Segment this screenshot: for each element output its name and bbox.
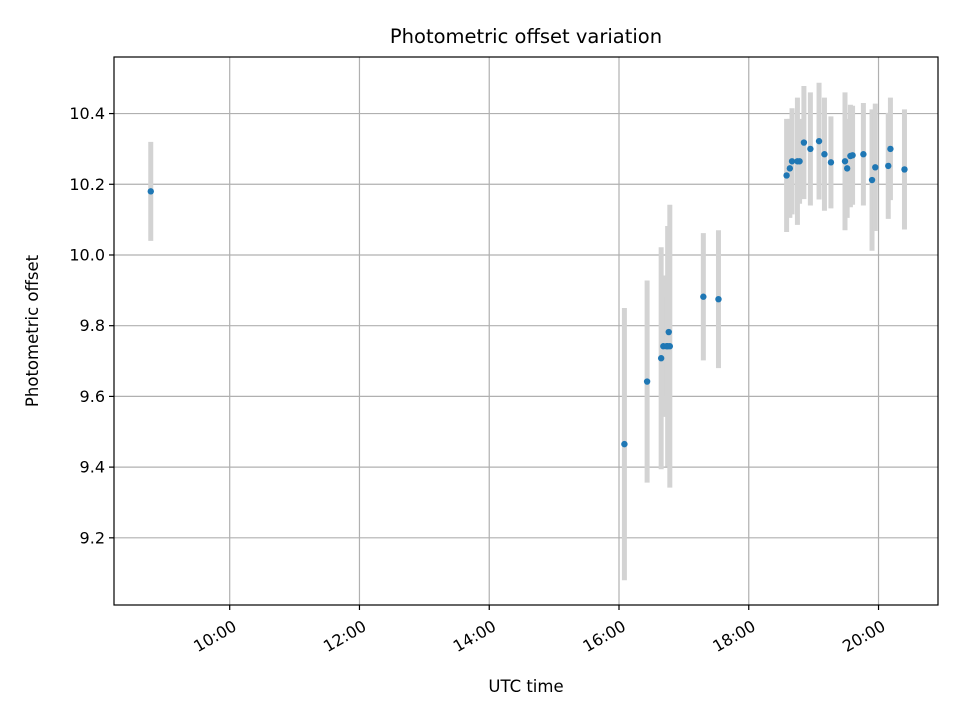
data-point <box>872 164 879 171</box>
y-tick-label: 9.6 <box>80 387 105 406</box>
data-point <box>796 158 803 165</box>
y-axis-ticks: 9.2 9.4 9.6 9.8 10.0 10.2 10.4 <box>69 104 114 547</box>
data-point <box>841 158 849 165</box>
data-point <box>860 151 867 158</box>
data-point <box>621 440 628 448</box>
y-axis-label: Photometric offset <box>23 254 42 407</box>
data-point <box>868 176 876 184</box>
data-point <box>843 165 851 172</box>
chart-title: Photometric offset variation <box>390 25 662 48</box>
x-axis-label: UTC time <box>488 677 563 696</box>
data-point <box>815 137 823 145</box>
data-point <box>885 162 892 170</box>
data-point <box>657 355 665 362</box>
y-tick-label: 9.4 <box>80 458 105 477</box>
data-point <box>786 165 794 172</box>
y-tick-label: 10.2 <box>69 175 105 194</box>
data-point <box>643 378 651 385</box>
grid <box>114 57 938 605</box>
data-point <box>788 158 796 165</box>
data-point <box>783 172 790 179</box>
plot-frame <box>113 56 939 606</box>
data-point <box>887 145 894 153</box>
y-tick-label: 10.4 <box>69 104 105 123</box>
data-point <box>147 188 154 195</box>
data-point <box>901 166 908 173</box>
data-point <box>666 343 674 350</box>
data-point <box>800 139 808 146</box>
data-markers <box>147 137 908 448</box>
data-point <box>821 151 828 158</box>
data-point <box>665 328 672 336</box>
data-point <box>827 159 835 166</box>
data-point <box>715 295 722 303</box>
data-point <box>807 145 814 153</box>
data-point <box>849 152 856 159</box>
data-point <box>700 293 707 300</box>
y-tick-label: 9.2 <box>80 528 105 547</box>
y-tick-label: 10.0 <box>69 245 105 264</box>
y-tick-label: 9.8 <box>80 316 105 335</box>
